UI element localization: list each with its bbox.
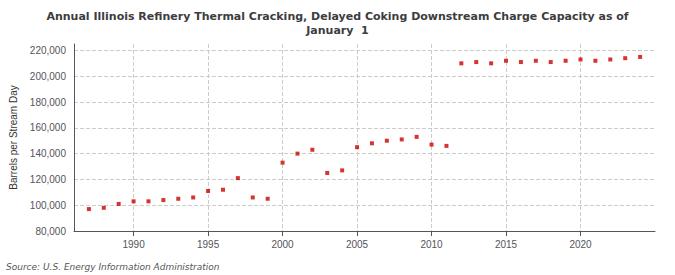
svg-text:120,000: 120,000	[30, 174, 67, 185]
svg-text:80,000: 80,000	[35, 226, 66, 237]
svg-text:220,000: 220,000	[30, 45, 67, 56]
svg-text:2005: 2005	[346, 239, 369, 250]
svg-text:100,000: 100,000	[30, 200, 67, 211]
svg-text:140,000: 140,000	[30, 148, 67, 159]
svg-text:2020: 2020	[569, 239, 592, 250]
svg-text:1995: 1995	[197, 239, 220, 250]
svg-text:Source: U.S. Energy Informatio: Source: U.S. Energy Information Administ…	[6, 262, 220, 272]
svg-text:Annual Illinois Refinery Therm: Annual Illinois Refinery Thermal Crackin…	[46, 10, 628, 23]
svg-text:2000: 2000	[271, 239, 294, 250]
svg-text:1990: 1990	[122, 239, 145, 250]
svg-text:180,000: 180,000	[30, 97, 67, 108]
svg-text:Barrels per Stream Day: Barrels per Stream Day	[8, 85, 19, 189]
svg-text:January 1: January 1	[305, 24, 369, 37]
svg-text:2015: 2015	[495, 239, 518, 250]
svg-text:2010: 2010	[420, 239, 443, 250]
svg-text:160,000: 160,000	[30, 122, 67, 133]
svg-text:200,000: 200,000	[30, 71, 67, 82]
